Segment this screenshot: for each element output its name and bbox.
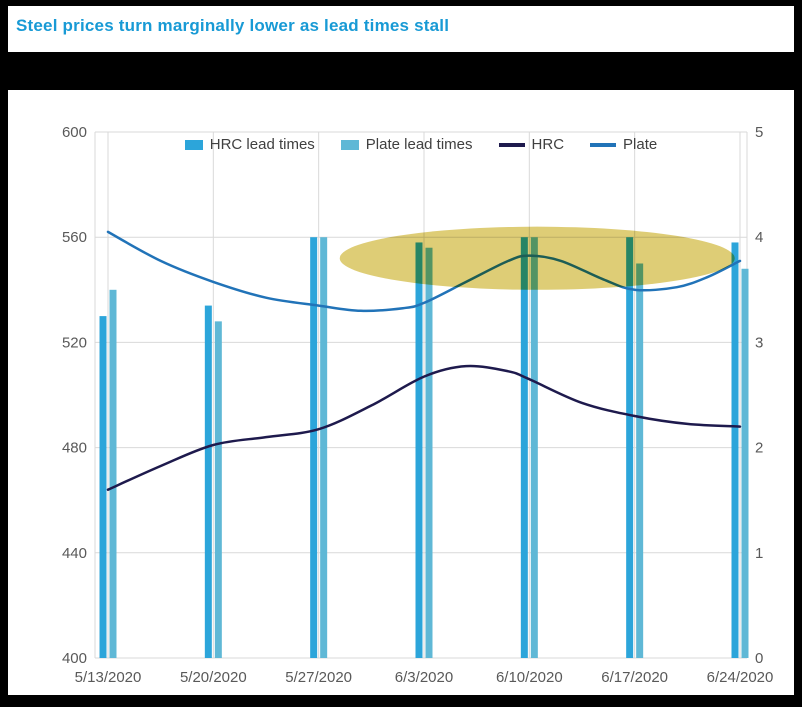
bar-plate-lead-times	[741, 268, 749, 658]
x-axis-label: 5/27/2020	[285, 669, 352, 686]
x-axis-label: 5/13/2020	[75, 669, 142, 686]
legend-label-hrc: HRC	[531, 136, 565, 153]
bar-hrc-lead-times	[626, 237, 634, 658]
chart-legend: HRC lead times Plate lead times HRC Plate	[95, 136, 747, 153]
bar-plate-lead-times	[530, 237, 538, 658]
title-strip: Steel prices turn marginally lower as le…	[8, 6, 794, 52]
x-axis-label: 6/10/2020	[496, 669, 563, 686]
legend-item-hrc: HRC	[498, 136, 565, 153]
x-axis-label: 6/17/2020	[601, 669, 668, 686]
y-axis-right-label: 0	[755, 650, 763, 667]
bar-hrc-lead-times	[520, 237, 528, 658]
legend-item-plate: Plate	[590, 136, 657, 153]
y-axis-right-label: 1	[755, 545, 763, 562]
y-axis-left-label: 400	[62, 650, 87, 667]
chart-panel: HRC lead times Plate lead times HRC Plate 6…	[8, 90, 794, 695]
y-axis-left-label: 520	[62, 334, 87, 351]
bar-plate-lead-times	[425, 247, 433, 658]
line-hrc	[106, 364, 742, 491]
y-axis-right-label: 3	[755, 334, 763, 351]
bar-hrc-lead-times	[415, 242, 423, 658]
legend-item-plate-lead-times: Plate lead times	[340, 136, 473, 153]
bar-hrc-lead-times	[99, 316, 107, 658]
x-axis-label: 5/20/2020	[180, 669, 247, 686]
bar-hrc-lead-times	[731, 242, 739, 658]
legend-swatch-plate	[590, 142, 617, 147]
bar-plate-lead-times	[636, 263, 644, 658]
legend-label-hrc-lead-times: HRC lead times	[209, 136, 315, 153]
legend-swatch-hrc	[498, 142, 525, 147]
bar-plate-lead-times	[320, 237, 328, 658]
legend-item-hrc-lead-times: HRC lead times	[184, 136, 315, 153]
y-axis-right-label: 2	[755, 440, 763, 457]
chart-svg: 600 560 520 480 440 400 5 4 3 2 1 0 5/13/2020 5/20/20…	[62, 124, 774, 686]
y-axis-left-label: 440	[62, 545, 87, 562]
bar-hrc-lead-times	[310, 237, 318, 658]
bar-plate-lead-times	[214, 321, 222, 658]
bar-plate-lead-times	[109, 289, 117, 658]
x-axis-label: 6/24/2020	[707, 669, 774, 686]
legend-label-plate-lead-times: Plate lead times	[365, 136, 473, 153]
y-axis-right-label: 4	[755, 229, 763, 246]
y-axis-left-label: 480	[62, 440, 87, 457]
highlight-ellipse	[339, 226, 735, 290]
y-axis-left-label: 560	[62, 229, 87, 246]
x-axis-label: 6/3/2020	[395, 669, 453, 686]
chart-title: Steel prices turn marginally lower as le…	[16, 16, 450, 35]
legend-swatch-hrc-lead-times	[184, 139, 203, 150]
legend-label-plate: Plate	[623, 136, 658, 153]
bar-hrc-lead-times	[204, 305, 212, 658]
y-axis-left-label: 600	[62, 124, 87, 141]
y-axis-right-label: 5	[755, 124, 763, 141]
legend-swatch-plate-lead-times	[340, 139, 359, 150]
